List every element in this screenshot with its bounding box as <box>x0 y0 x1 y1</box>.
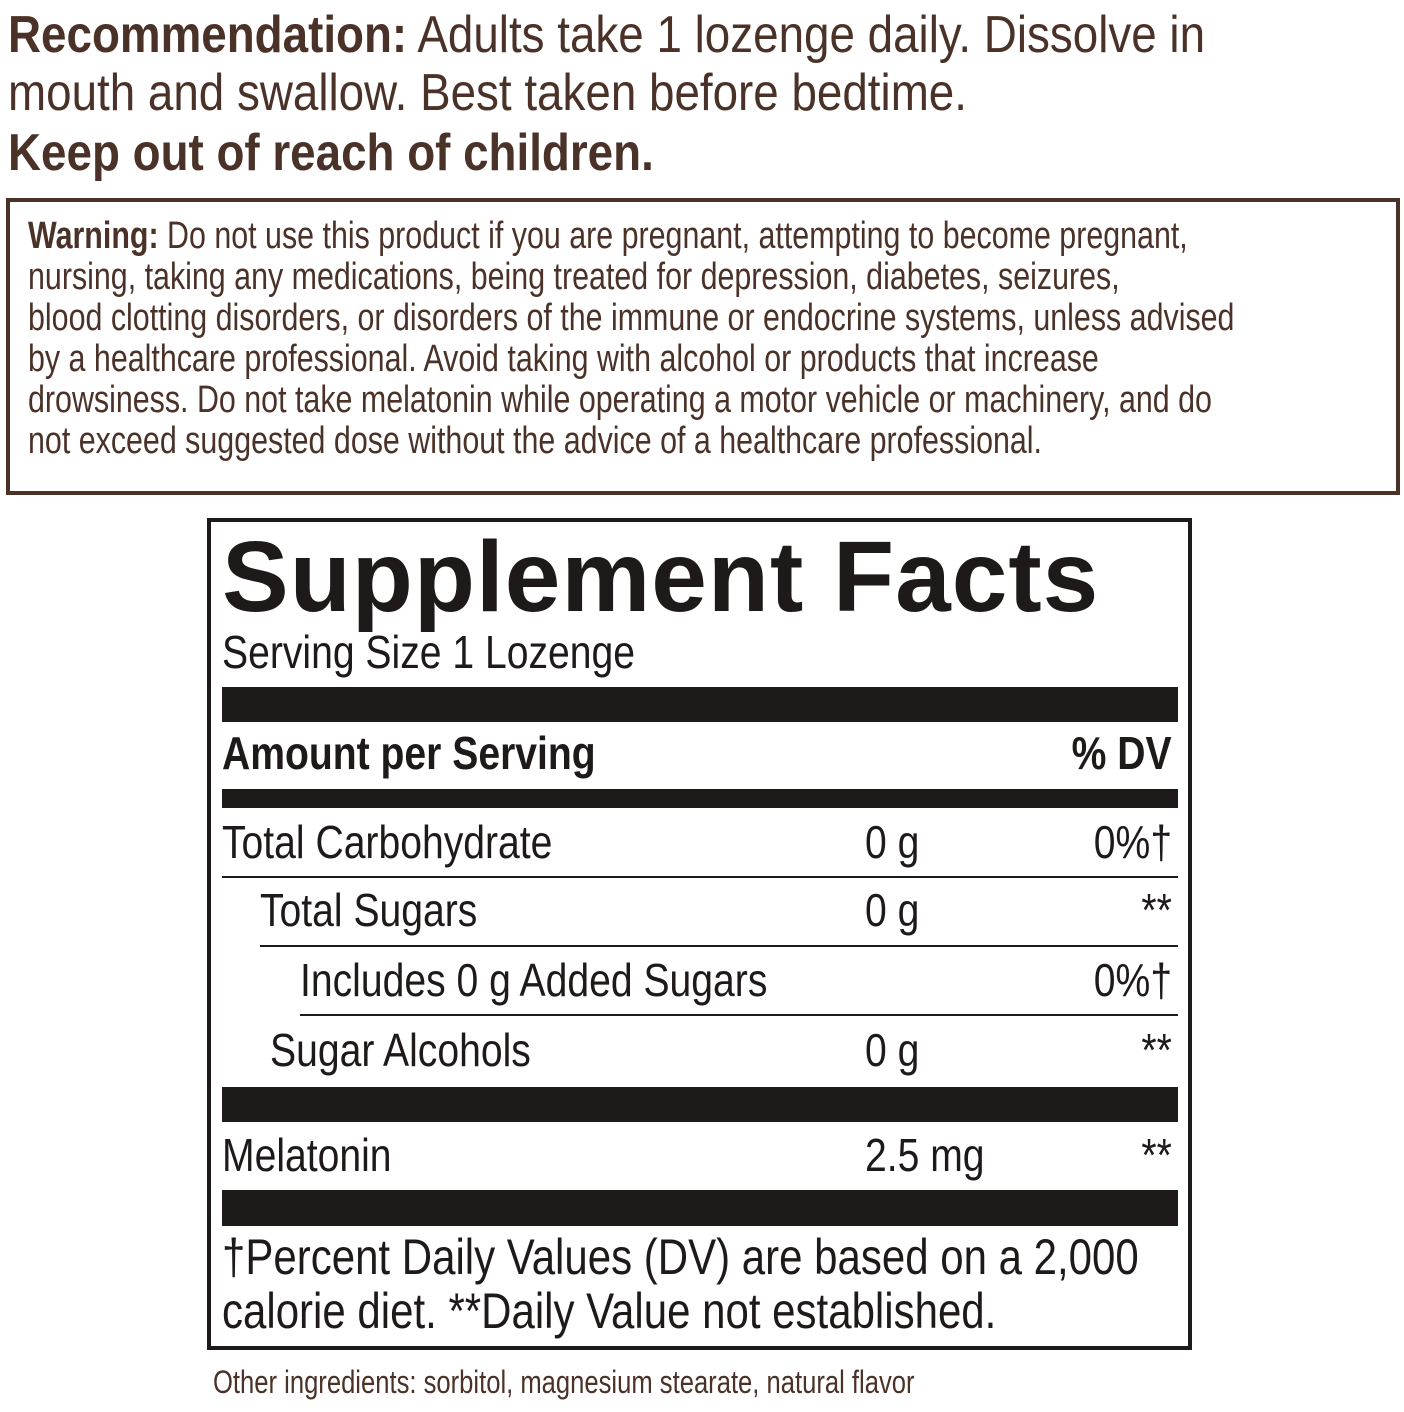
row-divider <box>222 876 1178 878</box>
dv-header: % DV <box>1072 727 1172 779</box>
nutrient-amount: 0 g <box>865 884 920 936</box>
nutrient-dv: 0%† <box>1093 816 1172 868</box>
nutrient-amount: 0 g <box>865 816 920 868</box>
medium-divider <box>222 789 1178 808</box>
warning-line: by a healthcare professional. Avoid taki… <box>28 338 1099 380</box>
warning-line: nursing, taking any medications, being t… <box>28 256 1120 298</box>
nutrient-name: Total Sugars <box>260 884 478 936</box>
keep-out-warning: Keep out of reach of children. <box>8 124 654 182</box>
nutrient-amount: 2.5 mg <box>865 1129 985 1181</box>
footnote-line-1: †Percent Daily Values (DV) are based on … <box>222 1229 1139 1285</box>
supplement-facts-panel <box>207 518 1192 1350</box>
supplement-facts-title: Supplement Facts <box>222 521 1100 633</box>
thick-divider <box>222 1190 1178 1226</box>
row-divider <box>300 1014 1178 1016</box>
warning-line: blood clotting disorders, or disorders o… <box>28 297 1235 339</box>
warning-text: Do not use this product if you are pregn… <box>158 215 1188 257</box>
thick-divider <box>222 687 1178 722</box>
other-ingredients: Other ingredients: sorbitol, magnesium s… <box>213 1364 915 1400</box>
warning-line: not exceed suggested dose without the ad… <box>28 420 1043 462</box>
nutrient-dv: ** <box>1141 1129 1172 1181</box>
nutrient-name: Sugar Alcohols <box>270 1024 531 1076</box>
amount-per-serving-header: Amount per Serving <box>222 727 596 779</box>
recommendation-label: Recommendation: <box>8 6 408 64</box>
recommendation-line-1: Recommendation: Adults take 1 lozenge da… <box>8 6 1205 64</box>
warning-box <box>6 198 1400 495</box>
row-divider <box>260 945 1178 947</box>
warning-line: Warning: Do not use this product if you … <box>28 216 1188 257</box>
serving-size: Serving Size 1 Lozenge <box>222 626 635 678</box>
recommendation-line-2: mouth and swallow. Best taken before bed… <box>8 64 967 122</box>
nutrient-dv: ** <box>1141 1024 1172 1076</box>
footnote-line-2: calorie diet. **Daily Value not establis… <box>222 1283 997 1339</box>
nutrient-name: Melatonin <box>222 1129 392 1181</box>
nutrient-amount: 0 g <box>865 1024 920 1076</box>
nutrient-dv: ** <box>1141 884 1172 936</box>
nutrient-name: Total Carbohydrate <box>222 816 553 868</box>
recommendation-text: Adults take 1 lozenge daily. Dissolve in <box>407 6 1206 64</box>
warning-label: Warning: <box>28 215 159 257</box>
thick-divider <box>222 1087 1178 1122</box>
nutrient-dv: 0%† <box>1093 954 1172 1006</box>
warning-line: drowsiness. Do not take melatonin while … <box>28 379 1212 421</box>
nutrient-name: Includes 0 g Added Sugars <box>300 954 768 1006</box>
